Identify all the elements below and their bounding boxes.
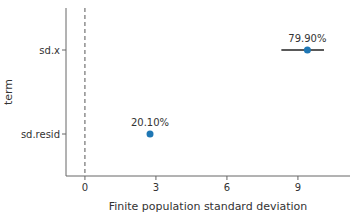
x-tick	[155, 176, 156, 180]
x-tick-label: 0	[82, 182, 88, 193]
x-axis	[66, 176, 350, 177]
x-tick-label: 6	[224, 182, 230, 193]
point-annotation: 20.10%	[131, 117, 169, 128]
x-tick	[226, 176, 227, 180]
point-annotation: 79.90%	[288, 33, 326, 44]
y-tick	[62, 50, 66, 51]
chart: 0 3 6 9 sd.x sd.resid Finite population standa…	[0, 0, 360, 216]
x-tick-label: 9	[295, 182, 301, 193]
reference-line	[84, 8, 85, 176]
point	[304, 47, 311, 54]
y-tick	[62, 134, 66, 135]
x-tick-label: 3	[153, 182, 159, 193]
error-bar	[281, 49, 324, 51]
y-axis	[66, 8, 67, 176]
point	[147, 131, 154, 138]
y-tick-label: sd.resid	[21, 129, 60, 140]
chart-container: 0 3 6 9 sd.x sd.resid Finite population standa…	[0, 0, 360, 216]
x-axis-label: Finite population standard deviation	[109, 200, 308, 213]
x-tick	[297, 176, 298, 180]
y-tick-label: sd.x	[39, 45, 60, 56]
x-tick	[84, 176, 85, 180]
y-axis-label: term	[2, 79, 15, 105]
